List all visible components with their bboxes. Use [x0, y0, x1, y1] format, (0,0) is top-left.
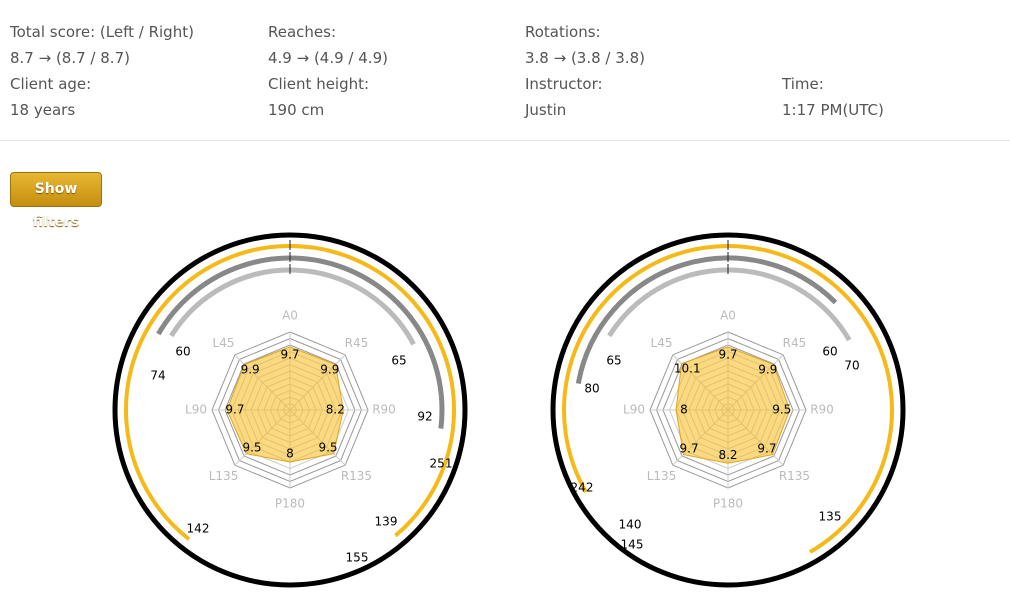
value-label: 9.7 [225, 403, 244, 417]
value-label: 9.9 [320, 363, 339, 377]
axis-label: A0 [720, 309, 736, 323]
axis-label: R135 [341, 469, 372, 483]
arc [124, 244, 456, 541]
value-label: 8.2 [326, 403, 345, 417]
stat-label: Total score: (Left / Right) [10, 23, 194, 41]
axis-label: P180 [275, 497, 305, 511]
score-area [675, 346, 791, 464]
stat-value: 3.8 → (3.8 / 3.8) [525, 49, 645, 67]
axis-label: R90 [372, 403, 396, 417]
axis-label: L90 [623, 403, 645, 417]
arc [575, 255, 838, 385]
arc-label: 60 [822, 345, 837, 359]
axis-label: L45 [651, 336, 673, 350]
value-label: 9.5 [318, 441, 337, 455]
value-label: 9.9 [758, 363, 777, 377]
stat-label: Time: [782, 75, 824, 93]
axis-label: A0 [282, 309, 298, 323]
value-label: 8.2 [718, 448, 737, 462]
value-label: 10.1 [674, 362, 701, 376]
stat: Rotations: 3.8 → (3.8 / 3.8) [525, 19, 645, 71]
show-filters-button[interactable]: Show filters [10, 172, 102, 230]
score-area [226, 346, 344, 463]
arc-label: 242 [571, 481, 594, 495]
arc-label: 139 [375, 515, 398, 529]
value-label: 9.7 [757, 441, 776, 455]
axis-label: P180 [713, 497, 743, 511]
arc-label: 140 [619, 518, 642, 532]
stat-value: 18 years [10, 101, 76, 119]
value-label: 9.7 [718, 347, 737, 361]
arc-label: 142 [187, 522, 210, 536]
arc-label: 92 [417, 410, 432, 424]
axis-label: R90 [810, 403, 834, 417]
stat-label: Rotations: [525, 23, 601, 41]
value-label: 9.9 [241, 363, 260, 377]
stat-value: 8.7 → (8.7 / 8.7) [10, 49, 130, 67]
axis-label: R45 [783, 336, 807, 350]
arc-label: 135 [819, 510, 842, 524]
arc-label: 65 [391, 354, 406, 368]
arc [169, 267, 416, 346]
axis-label: L90 [185, 403, 207, 417]
stat-label: Client height: [268, 75, 370, 93]
value-label: 9.5 [772, 403, 791, 417]
arc [607, 267, 852, 342]
stat-label: Instructor: [525, 75, 603, 93]
stat-value: 1:17 PM(UTC) [782, 101, 884, 119]
value-label: 8 [286, 447, 294, 461]
axis-label: R135 [779, 469, 810, 483]
arc-label: 80 [584, 382, 599, 396]
stat-value: 4.9 → (4.9 / 4.9) [268, 49, 388, 67]
stat: Client height: 190 cm [268, 71, 369, 123]
stat: Time: 1:17 PM(UTC) [782, 71, 884, 123]
axis-label: L135 [209, 469, 239, 483]
stat-value: Justin [525, 101, 567, 119]
stat: Reaches: 4.9 → (4.9 / 4.9) [268, 19, 388, 71]
axis-label: L45 [213, 336, 235, 350]
axis-label: L135 [647, 469, 677, 483]
stat: Total score: (Left / Right) 8.7 → (8.7 / … [10, 19, 194, 71]
value-label: 9.7 [680, 441, 699, 455]
stat-label: Client age: [10, 75, 92, 93]
separator [0, 140, 1010, 141]
stat: Instructor: Justin [525, 71, 603, 123]
arc-label: 60 [175, 345, 190, 359]
stat-label: Reaches: [268, 23, 337, 41]
value-label: 9.7 [280, 347, 299, 361]
outer-circle [550, 232, 906, 588]
arc-label: 74 [150, 369, 165, 383]
arc-label: 65 [606, 354, 621, 368]
arc [156, 255, 445, 429]
value-label: 9.5 [242, 441, 261, 455]
stat: Client age: 18 years [10, 71, 91, 123]
arc-label: 70 [844, 359, 859, 373]
axis-label: R45 [345, 336, 369, 350]
arc-label: 145 [621, 538, 644, 552]
value-label: 8 [680, 403, 688, 417]
stat-value: 190 cm [268, 101, 325, 119]
arc-label: 251 [430, 457, 453, 471]
arc-label: 155 [346, 551, 369, 565]
arc [562, 244, 894, 554]
outer-circle [112, 232, 468, 588]
